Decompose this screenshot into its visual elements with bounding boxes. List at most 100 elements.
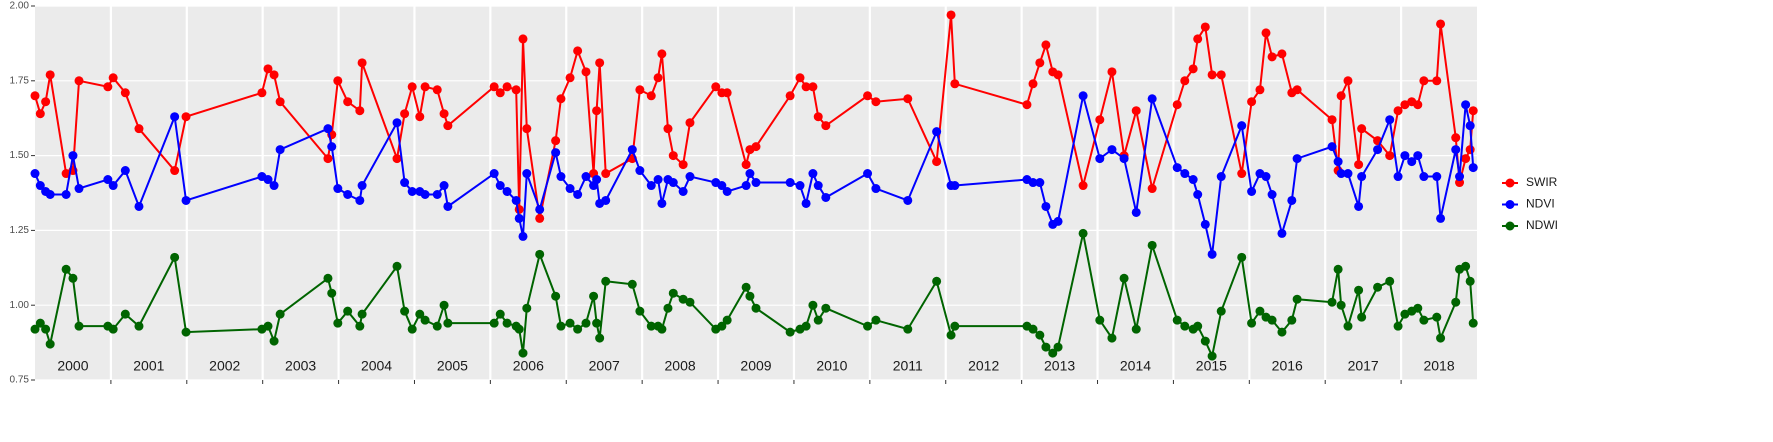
point (1336, 169, 1346, 179)
point (657, 324, 667, 334)
point (269, 70, 279, 80)
point (1035, 178, 1045, 188)
point (1400, 100, 1410, 110)
point (275, 309, 285, 319)
point (871, 315, 881, 325)
point (415, 112, 425, 122)
point (1385, 276, 1395, 286)
point (1131, 207, 1141, 217)
y-tick-label: 0.75 (10, 375, 30, 386)
point (1131, 106, 1141, 116)
point (1451, 133, 1461, 143)
point (502, 318, 512, 328)
point (108, 181, 118, 191)
point (1327, 297, 1337, 307)
point (950, 181, 960, 191)
point (863, 91, 873, 101)
point (343, 189, 353, 199)
point (657, 198, 667, 208)
legend-label: NDVI (1526, 197, 1555, 211)
point (646, 181, 656, 191)
point (1413, 151, 1423, 161)
point (646, 321, 656, 331)
point (903, 195, 913, 205)
point (751, 303, 761, 313)
point (30, 324, 40, 334)
point (1357, 172, 1367, 182)
point (1041, 201, 1051, 211)
point (1336, 91, 1346, 101)
point (573, 189, 583, 199)
point (74, 321, 84, 331)
point (1267, 52, 1277, 62)
point (407, 324, 417, 334)
point (871, 184, 881, 194)
point (1180, 321, 1190, 331)
point (1180, 76, 1190, 86)
point (327, 288, 337, 298)
point (741, 181, 751, 191)
point (668, 288, 678, 298)
point (1237, 169, 1247, 179)
point (711, 82, 721, 92)
point (502, 82, 512, 92)
point (495, 309, 505, 319)
point (1200, 22, 1210, 32)
point (1277, 327, 1287, 337)
point (795, 73, 805, 83)
point (821, 192, 831, 202)
point (170, 112, 180, 122)
point (1172, 315, 1182, 325)
point (257, 88, 267, 98)
point (785, 327, 795, 337)
point (400, 109, 410, 119)
point (601, 276, 611, 286)
point (1107, 333, 1117, 343)
point (668, 178, 678, 188)
point (108, 73, 118, 83)
point (657, 49, 667, 59)
point (751, 142, 761, 152)
point (103, 82, 113, 92)
point (1200, 219, 1210, 229)
point (592, 318, 602, 328)
point (41, 97, 51, 107)
point (1468, 318, 1478, 328)
point (439, 300, 449, 310)
x-tick-label: 2002 (209, 358, 240, 374)
y-tick-label: 1.25 (10, 225, 30, 236)
point (785, 178, 795, 188)
point (518, 348, 528, 358)
point (1119, 154, 1129, 164)
point (333, 318, 343, 328)
point (269, 181, 279, 191)
point (327, 142, 337, 152)
point (1292, 85, 1302, 95)
x-tick-label: 2003 (285, 358, 316, 374)
point (1277, 228, 1287, 238)
point (813, 315, 823, 325)
x-tick-label: 2017 (1348, 358, 1379, 374)
point (808, 82, 818, 92)
point (1200, 336, 1210, 346)
point (443, 121, 453, 131)
point (589, 291, 599, 301)
point (35, 318, 45, 328)
point (635, 166, 645, 176)
point (903, 94, 913, 104)
x-tick-label: 2016 (1272, 358, 1303, 374)
point (1455, 172, 1465, 182)
point (1354, 285, 1364, 295)
point (522, 169, 532, 179)
point (1147, 94, 1157, 104)
point (1393, 321, 1403, 331)
point (1385, 115, 1395, 125)
panel (35, 6, 1477, 380)
point (551, 291, 561, 301)
point (1373, 282, 1383, 292)
point (1385, 151, 1395, 161)
point (263, 321, 273, 331)
point (415, 309, 425, 319)
point (489, 82, 499, 92)
point (1343, 321, 1353, 331)
